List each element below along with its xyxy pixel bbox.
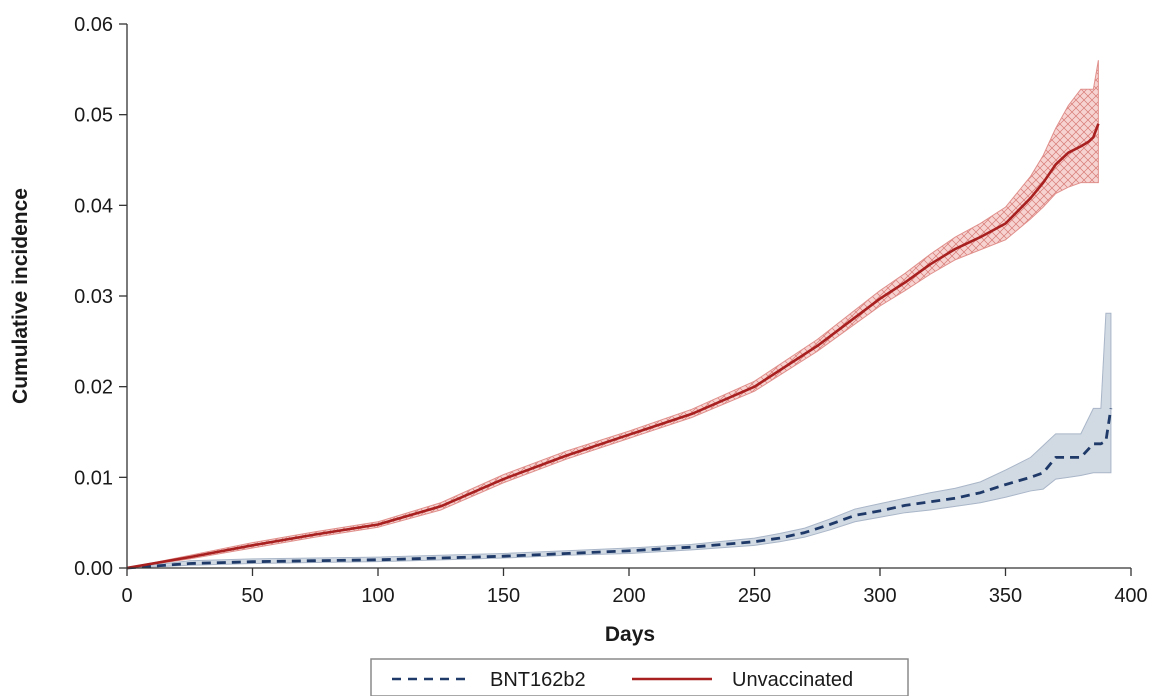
x-tick-label: 200 <box>612 585 645 607</box>
series-line-bnt162b2 <box>126 408 1113 570</box>
ci-band-unvaccinated <box>126 60 1099 569</box>
y-tick-label: 0.00 <box>74 558 113 580</box>
x-axis-title: Days <box>605 623 655 646</box>
legend-label-unvaccinated: Unvaccinated <box>732 669 853 691</box>
y-tick-label: 0.05 <box>74 105 113 127</box>
x-tick-label: 250 <box>738 585 771 607</box>
legend-label-bnt162b2: BNT162b2 <box>490 669 586 691</box>
x-tick-label: 150 <box>487 585 520 607</box>
y-axis-title: Cumulative incidence <box>9 188 32 404</box>
legend-box <box>370 658 909 696</box>
x-tick-label: 400 <box>1114 585 1147 607</box>
x-tick-label: 300 <box>863 585 896 607</box>
x-tick-label: 50 <box>241 585 263 607</box>
x-tick-label: 100 <box>361 585 394 607</box>
y-tick-label: 0.02 <box>74 377 113 399</box>
x-tick-label: 0 <box>121 585 132 607</box>
legend: BNT162b2 Unvaccinated <box>370 658 909 696</box>
ci-band-bnt162b2 <box>126 312 1112 569</box>
y-tick-label: 0.01 <box>74 467 113 489</box>
y-tick-label: 0.03 <box>74 286 113 308</box>
y-tick-label: 0.04 <box>74 195 113 217</box>
series-line-unvaccinated <box>126 123 1100 570</box>
x-tick-label: 350 <box>989 585 1022 607</box>
y-tick-label: 0.06 <box>74 14 113 36</box>
